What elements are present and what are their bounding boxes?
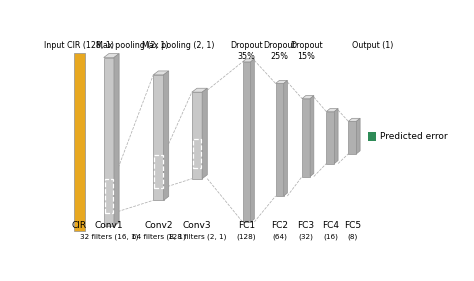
Polygon shape [348,118,360,121]
Text: Max pooling (2, 1): Max pooling (2, 1) [142,41,215,50]
Polygon shape [202,88,207,179]
Text: (128): (128) [237,234,256,240]
Text: Dropout
35%: Dropout 35% [230,41,263,61]
Polygon shape [326,108,338,112]
Polygon shape [192,88,207,92]
Text: 64 filters (8, 1): 64 filters (8, 1) [132,234,185,240]
Text: CIR: CIR [72,221,87,230]
Text: Dropout
25%: Dropout 25% [264,41,296,61]
Text: (8): (8) [347,234,357,240]
Polygon shape [104,54,119,58]
Polygon shape [284,80,287,196]
Polygon shape [192,92,202,179]
Polygon shape [326,112,334,164]
Text: (16): (16) [323,234,338,240]
Text: Predicted error: Predicted error [380,132,448,141]
Polygon shape [114,54,119,226]
Text: (64): (64) [272,234,287,240]
Text: Output (1): Output (1) [352,41,393,50]
Polygon shape [153,71,169,75]
Text: Dropout
15%: Dropout 15% [290,41,322,61]
Polygon shape [153,75,164,200]
Text: Conv2: Conv2 [144,221,173,230]
Text: (32): (32) [299,234,313,240]
Polygon shape [334,108,338,164]
Polygon shape [356,118,360,154]
Bar [193,139,201,168]
Text: FC2: FC2 [271,221,288,230]
Polygon shape [302,96,314,99]
Polygon shape [275,80,287,83]
Polygon shape [251,59,255,222]
Text: Max pooling (2, 1): Max pooling (2, 1) [97,41,169,50]
Polygon shape [302,99,310,176]
Polygon shape [275,83,284,196]
Bar [368,132,376,141]
Text: 32 filters (16, 1): 32 filters (16, 1) [80,234,138,240]
Text: FC1: FC1 [238,221,255,230]
Polygon shape [310,96,314,176]
Polygon shape [243,59,255,62]
Text: FC5: FC5 [344,221,361,230]
Text: Conv3: Conv3 [182,221,211,230]
Polygon shape [74,53,85,231]
Bar [154,155,163,188]
Polygon shape [243,62,251,222]
Text: Input CIR (128, 1): Input CIR (128, 1) [45,41,114,50]
Polygon shape [104,58,114,226]
Text: 128 filters (2, 1): 128 filters (2, 1) [168,234,226,240]
Bar [105,179,113,213]
Text: FC4: FC4 [322,221,339,230]
Text: FC3: FC3 [298,221,315,230]
Text: Conv1: Conv1 [94,221,123,230]
Polygon shape [348,121,356,154]
Polygon shape [164,71,169,200]
